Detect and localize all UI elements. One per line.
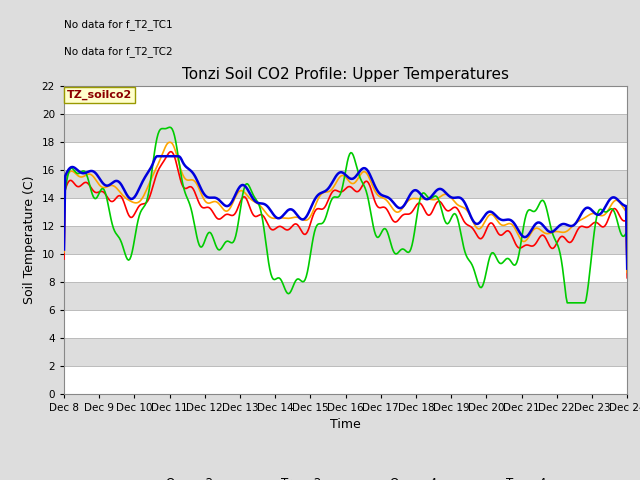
Bar	[64, 86, 627, 114]
Bar	[64, 198, 627, 226]
Bar	[64, 142, 627, 170]
Title: Tonzi Soil CO2 Profile: Upper Temperatures: Tonzi Soil CO2 Profile: Upper Temperatur…	[182, 68, 509, 83]
Bar	[64, 310, 627, 338]
Text: TZ_soilco2: TZ_soilco2	[67, 89, 132, 100]
Legend: Open -2cm, Tree -2cm, Open -4cm, Tree -4cm: Open -2cm, Tree -2cm, Open -4cm, Tree -4…	[122, 473, 569, 480]
Bar	[64, 366, 627, 394]
Bar	[64, 254, 627, 282]
X-axis label: Time: Time	[330, 418, 361, 431]
Text: No data for f_T2_TC1: No data for f_T2_TC1	[64, 19, 173, 30]
Text: No data for f_T2_TC2: No data for f_T2_TC2	[64, 47, 173, 58]
Y-axis label: Soil Temperature (C): Soil Temperature (C)	[23, 176, 36, 304]
